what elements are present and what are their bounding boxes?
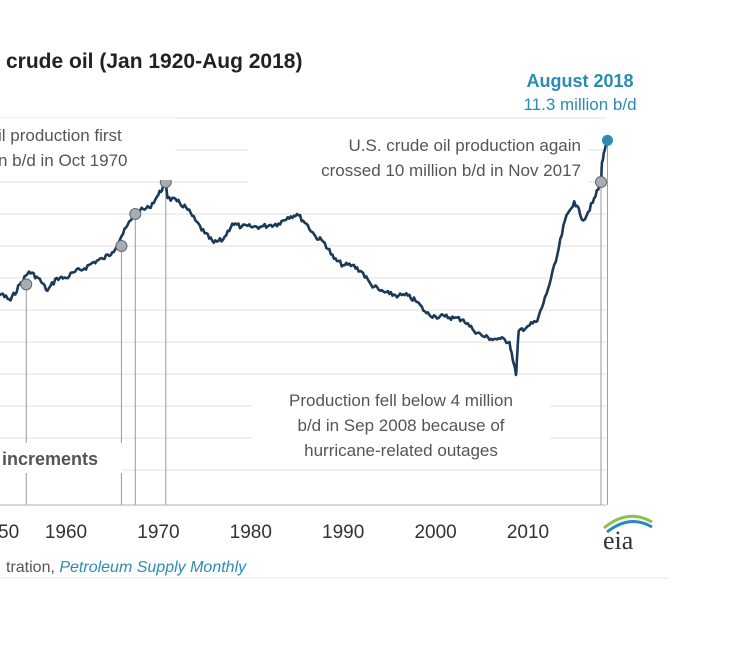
x-tick-label-partial: 50 [0, 522, 19, 543]
data-marker [129, 208, 142, 220]
data-marker [594, 176, 607, 188]
increments-label: increments [2, 449, 98, 469]
logo-arc-green [603, 514, 653, 530]
x-tick-label: 1960 [45, 522, 87, 543]
x-tick-label: 2010 [507, 522, 549, 543]
source-prefix: tration, [6, 559, 59, 576]
annotation-1970-line1: il production first [0, 126, 122, 145]
increments-bg [0, 443, 122, 473]
data-marker [115, 240, 128, 252]
annotation-2008-line1: Production fell below 4 million [289, 391, 513, 410]
ann-1970-bg [0, 118, 175, 180]
annotation-2008-line2: b/d in Sep 2008 because of [298, 416, 505, 435]
x-tick-label: 1970 [137, 522, 179, 543]
markers [20, 134, 613, 291]
x-tick-label: 1980 [230, 522, 272, 543]
latest-label: August 2018 [526, 71, 633, 91]
annotation-2017-line2: crossed 10 million b/d in Nov 2017 [321, 161, 581, 180]
logo-text: eia [603, 526, 634, 555]
eia-logo: eia [603, 514, 653, 555]
latest-value: 11.3 million b/d [523, 95, 636, 114]
logo-arc-blue [606, 520, 653, 534]
source-link[interactable]: Petroleum Supply Monthly [59, 559, 247, 576]
x-ticks: 1960 1970 1980 1990 2000 2010 50 [0, 522, 549, 543]
annotation-2008-line3: hurricane-related outages [304, 441, 498, 460]
latest-marker [601, 134, 613, 146]
ann-2008-bg [252, 384, 550, 464]
annotation-1970-line2: n b/d in Oct 1970 [0, 151, 127, 170]
x-tick-label: 2000 [414, 522, 456, 543]
ann-2017-bg [248, 130, 588, 186]
series-line [0, 139, 609, 377]
data-marker [20, 278, 33, 291]
annotation-2017-line1: U.S. crude oil production again [349, 136, 581, 155]
x-tick-label: 1990 [322, 522, 364, 543]
chart-title: crude oil (Jan 1920-Aug 2018) [6, 50, 302, 73]
source-line: tration, Petroleum Supply Monthly [6, 559, 247, 576]
